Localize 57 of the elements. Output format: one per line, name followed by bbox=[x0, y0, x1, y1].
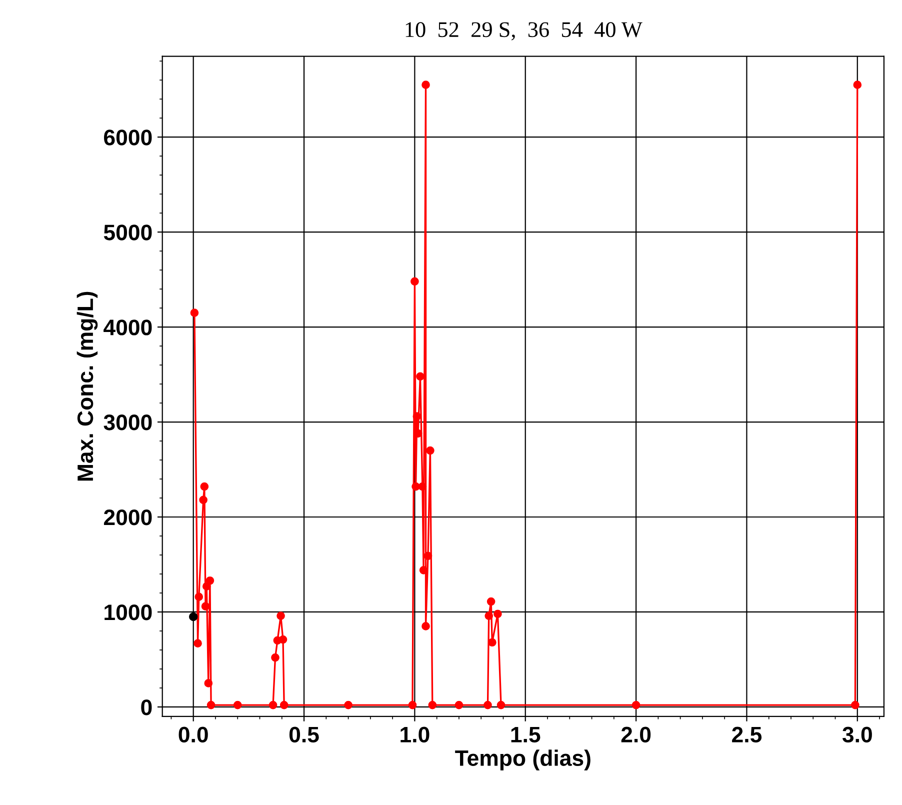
point bbox=[412, 482, 420, 491]
chart-title: 10 52 29 S, 36 54 40 W bbox=[406, 22, 642, 40]
point bbox=[206, 700, 216, 710]
point bbox=[194, 592, 204, 601]
point bbox=[851, 700, 860, 710]
point bbox=[280, 700, 288, 710]
point bbox=[278, 635, 288, 644]
point bbox=[276, 612, 285, 620]
point bbox=[233, 700, 242, 710]
x-tick-label: 1.0 bbox=[400, 726, 430, 742]
y-tick-label: 0 bbox=[141, 699, 152, 716]
point bbox=[488, 638, 496, 647]
y-tick-label: 3000 bbox=[104, 414, 152, 430]
y-tick-label: 1000 bbox=[104, 604, 152, 620]
y-tick-label: 2000 bbox=[104, 510, 152, 526]
x-tick-label: 2.0 bbox=[621, 726, 651, 742]
point bbox=[416, 372, 424, 381]
point bbox=[428, 700, 437, 710]
point bbox=[454, 700, 464, 710]
point bbox=[410, 277, 419, 286]
point bbox=[496, 700, 506, 710]
point bbox=[424, 552, 432, 560]
point bbox=[200, 482, 209, 491]
point bbox=[408, 700, 417, 710]
point bbox=[853, 80, 862, 90]
point bbox=[194, 639, 202, 648]
x-tick-label: 2.5 bbox=[732, 726, 762, 742]
point bbox=[418, 482, 427, 491]
point bbox=[199, 496, 208, 504]
point bbox=[190, 308, 199, 317]
point bbox=[344, 700, 352, 710]
x-tick-label: 0.5 bbox=[289, 726, 319, 742]
point bbox=[426, 446, 434, 455]
point bbox=[422, 80, 430, 90]
y-tick-label: 6000 bbox=[104, 130, 152, 146]
point bbox=[422, 622, 430, 630]
point bbox=[486, 597, 496, 606]
x-tick-label: 3.0 bbox=[842, 726, 872, 743]
point bbox=[271, 653, 280, 662]
point bbox=[494, 610, 502, 618]
x-tick-label: 0.0 bbox=[178, 726, 208, 742]
x-tick-label: 1.5 bbox=[511, 726, 540, 742]
x-axis-title: Tempo (dias) bbox=[455, 750, 590, 770]
y-axis-title: Max. Conc. (mg/L) bbox=[76, 292, 98, 481]
point bbox=[204, 679, 213, 688]
y-tick-label: 4000 bbox=[104, 320, 152, 336]
point bbox=[419, 566, 428, 574]
point bbox=[632, 700, 640, 710]
y-tick-label: 5000 bbox=[104, 224, 152, 240]
point bbox=[484, 612, 494, 620]
point bbox=[202, 582, 211, 590]
point bbox=[188, 612, 198, 622]
point bbox=[206, 576, 214, 585]
point bbox=[201, 602, 210, 610]
point bbox=[268, 700, 278, 710]
point bbox=[484, 700, 492, 710]
point bbox=[412, 412, 422, 420]
